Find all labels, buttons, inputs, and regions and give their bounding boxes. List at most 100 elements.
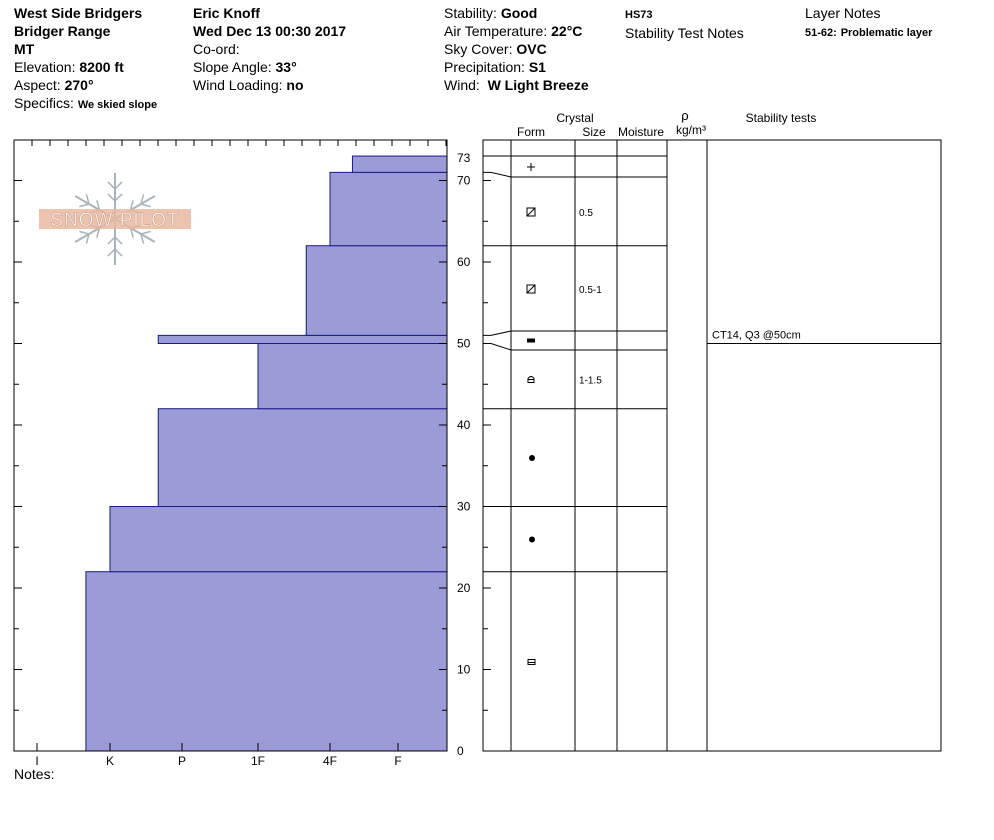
air-temp-value: 22°C bbox=[551, 23, 583, 39]
flake-branch bbox=[129, 200, 134, 211]
flake-branch bbox=[96, 200, 101, 211]
hardness-bar bbox=[257, 343, 448, 410]
test-notes-block: HS73 Stability Test Notes bbox=[625, 4, 744, 42]
hardness-label: I bbox=[35, 754, 38, 768]
wind-value: W Light Breeze bbox=[487, 77, 589, 93]
crystal-form-slash bbox=[526, 207, 536, 217]
logo-text: SNOW PILOT bbox=[50, 210, 179, 231]
aspect-label: Aspect: bbox=[14, 77, 61, 93]
observer-block: Eric Knoff Wed Dec 13 00:30 2017 Co-ord:… bbox=[193, 4, 346, 94]
y-tick-label: 20 bbox=[457, 581, 471, 595]
specifics-value: We skied slope bbox=[77, 99, 158, 111]
layer-connector bbox=[483, 343, 512, 351]
stability-test-label: CT14, Q3 @50cm bbox=[712, 330, 801, 342]
form-header: Form bbox=[517, 125, 545, 139]
layer-notes-block: Layer Notes 51-62: Problematic layer bbox=[805, 4, 932, 42]
observer-name: Eric Knoff bbox=[193, 5, 260, 21]
crystal-form-square bbox=[526, 284, 536, 294]
elevation-label: Elevation: bbox=[14, 59, 76, 75]
moisture-header: Moisture bbox=[618, 125, 664, 139]
wind-label: Wind: bbox=[444, 77, 480, 93]
hardness-label: K bbox=[106, 754, 114, 768]
crystal-header: Crystal bbox=[556, 111, 593, 125]
flake-branch bbox=[129, 227, 134, 238]
hardness-bar bbox=[157, 408, 448, 508]
observation-datetime: Wed Dec 13 00:30 2017 bbox=[193, 23, 347, 39]
flake-branch bbox=[140, 194, 145, 205]
crystal-form-dot bbox=[529, 455, 535, 461]
layer-notes-title: Layer Notes bbox=[805, 5, 881, 21]
flake-branch bbox=[96, 227, 101, 238]
hardness-bar bbox=[329, 171, 448, 247]
flake-branch bbox=[114, 193, 123, 202]
layer-table-frame bbox=[482, 139, 942, 752]
crystal-size: 0.5-1 bbox=[579, 285, 602, 296]
logo-banner bbox=[39, 209, 191, 229]
hardness-bar bbox=[85, 571, 448, 752]
hardness-label: 1F bbox=[251, 754, 265, 768]
sky-value: OVC bbox=[516, 41, 547, 57]
hardness-bar bbox=[157, 334, 448, 345]
slope-label: Slope Angle: bbox=[193, 59, 272, 75]
location-block: West Side Bridgers Bridger Range MT Elev… bbox=[14, 4, 157, 114]
sky-label: Sky Cover: bbox=[444, 41, 513, 57]
conditions-block: Stability: Good Air Temperature: 22°C Sk… bbox=[444, 4, 589, 94]
flake-branch bbox=[79, 230, 90, 235]
range-name: Bridger Range bbox=[14, 23, 111, 39]
crystal-form-bar bbox=[527, 338, 535, 343]
crystal-form-square bbox=[526, 207, 536, 217]
flake-branch bbox=[107, 236, 116, 245]
stability-label: Stability: bbox=[444, 5, 497, 21]
flake-branch bbox=[114, 181, 123, 190]
layer-note-text: Problematic layer bbox=[840, 27, 933, 39]
air-temp-label: Air Temperature: bbox=[444, 23, 548, 39]
crystal-size: 0.5 bbox=[579, 208, 593, 219]
stability-test-notes-title: Stability Test Notes bbox=[625, 25, 744, 41]
flake-branch bbox=[79, 203, 90, 208]
flake-branch bbox=[140, 230, 151, 235]
flake-branch bbox=[107, 181, 116, 190]
aspect-value: 270° bbox=[64, 77, 94, 93]
slope-value: 33° bbox=[275, 59, 297, 75]
snowpilot-logo: SNOW PILOT bbox=[39, 173, 191, 265]
elevation-value: 8200 ft bbox=[79, 59, 124, 75]
y-tick-label: 40 bbox=[457, 418, 471, 432]
flake-branch bbox=[107, 248, 116, 257]
y-tick-label: 0 bbox=[457, 744, 464, 758]
crystal-form-slash bbox=[526, 284, 536, 294]
flake-branch bbox=[140, 203, 151, 208]
hs-value: HS73 bbox=[625, 9, 653, 21]
crystal-form-dot bbox=[529, 536, 535, 543]
layer-connector bbox=[483, 171, 512, 178]
hardness-label: F bbox=[394, 754, 401, 768]
wind-loading-label: Wind Loading: bbox=[193, 77, 283, 93]
stability-tests-header: Stability tests bbox=[746, 111, 817, 125]
y-tick-label: 10 bbox=[457, 663, 471, 677]
flake-branch bbox=[107, 193, 116, 202]
y-top-label: 73 bbox=[457, 151, 471, 165]
flake-branch bbox=[85, 194, 90, 205]
hardness-bar bbox=[351, 155, 448, 173]
crystal-size: 1-1.5 bbox=[579, 376, 602, 387]
flake-branch bbox=[114, 236, 123, 245]
size-header: Size bbox=[582, 125, 606, 139]
density-unit-header: kg/m³ bbox=[676, 123, 706, 137]
precip-value: S1 bbox=[528, 59, 546, 75]
hardness-bar bbox=[109, 506, 448, 573]
layer-note-range: 51-62: bbox=[805, 27, 837, 39]
state-name: MT bbox=[14, 41, 35, 57]
density-header: ρ bbox=[681, 108, 688, 123]
layer-connector bbox=[483, 330, 512, 336]
coord-label: Co-ord: bbox=[193, 41, 240, 57]
flake-branch bbox=[114, 248, 123, 257]
wind-loading-value: no bbox=[286, 77, 304, 93]
crystal-form-cup bbox=[527, 376, 535, 383]
y-tick-label: 70 bbox=[457, 174, 471, 188]
specifics-label: Specifics: bbox=[14, 95, 74, 111]
flake-branch bbox=[140, 233, 145, 244]
hardness-bar bbox=[305, 245, 448, 336]
precip-label: Precipitation: bbox=[444, 59, 525, 75]
hardness-label: 4F bbox=[323, 754, 337, 768]
y-tick-label: 30 bbox=[457, 500, 471, 514]
